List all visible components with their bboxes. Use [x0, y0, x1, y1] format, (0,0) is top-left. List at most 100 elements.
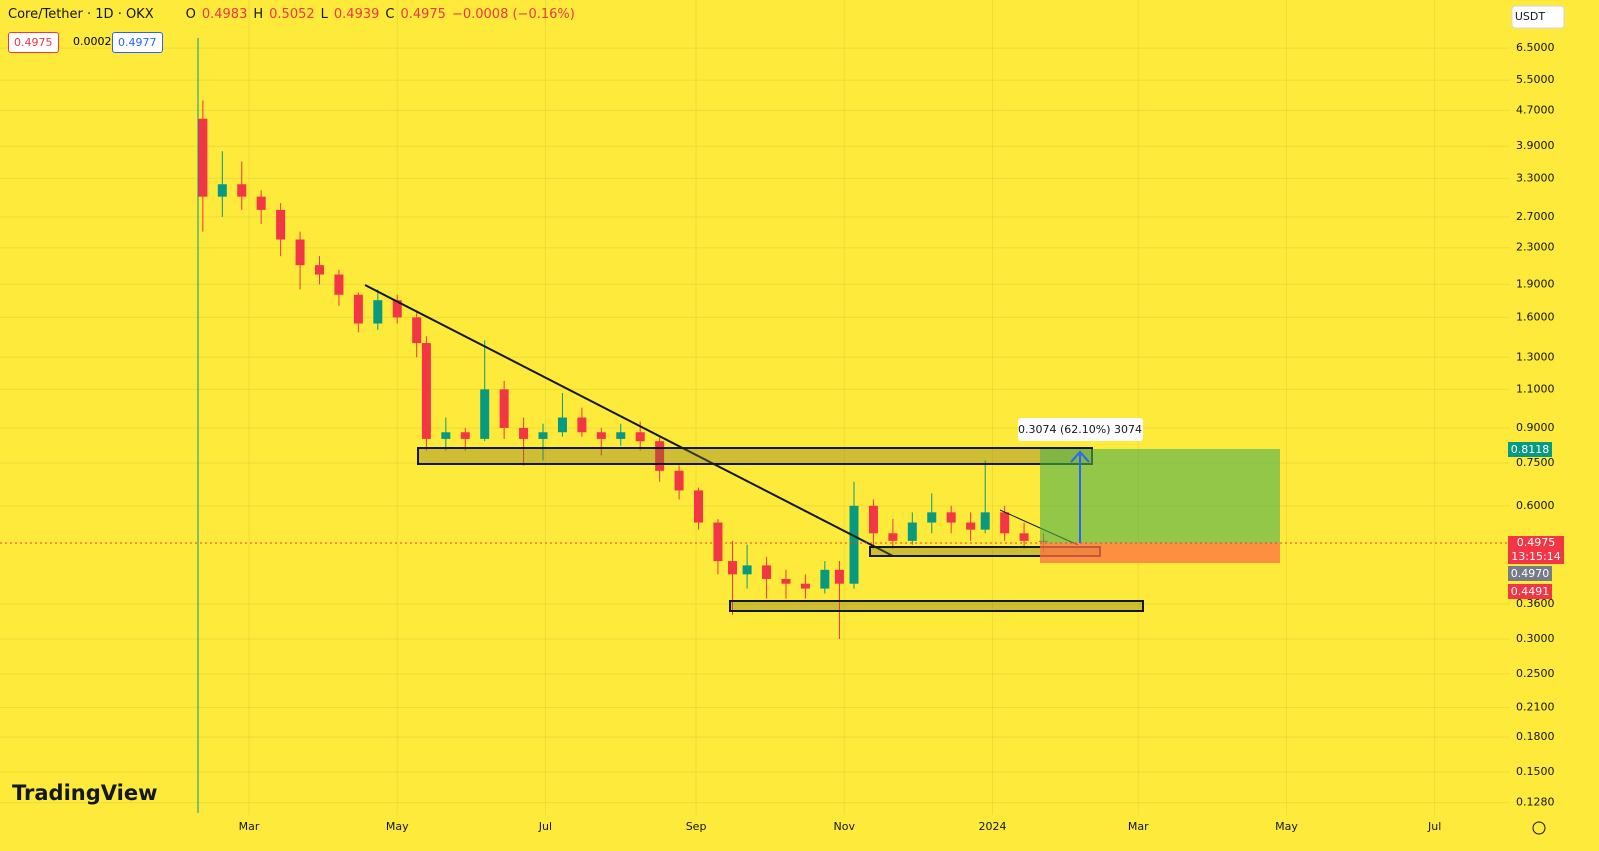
l-val: 0.4939 [333, 7, 380, 22]
y-tick-label: 0.2500 [1516, 667, 1555, 680]
candle-body [499, 389, 509, 428]
symbol: Core/Tether · 1D · OKX [8, 7, 154, 22]
tag-entry-text: 0.4970 [1511, 567, 1550, 580]
candle-body [557, 417, 567, 433]
x-tick-label: Nov [834, 820, 856, 833]
candle-body [728, 561, 738, 575]
y-tick-label: 1.9000 [1516, 277, 1555, 290]
l-key: L [320, 7, 328, 22]
arrow-head [1070, 450, 1090, 463]
candle-body [616, 432, 626, 439]
currency-button[interactable] [1511, 5, 1565, 29]
candle-body [373, 300, 383, 324]
tag-entry [1508, 566, 1552, 581]
candle-body [198, 118, 208, 197]
candle-body [412, 317, 422, 344]
candle-body [635, 432, 645, 442]
h-key: H [253, 7, 264, 22]
candle-body [762, 565, 772, 579]
candle-body [907, 522, 917, 541]
candles [198, 100, 1049, 639]
candle-body [820, 569, 830, 589]
x-tick-label: 2024 [978, 820, 1006, 833]
candle-body [441, 432, 451, 439]
candle-body [694, 490, 704, 523]
y-tick-label: 0.3000 [1516, 632, 1555, 645]
trend-line [364, 284, 894, 557]
candle-body [256, 196, 266, 210]
o-val: 0.4983 [201, 7, 248, 22]
candle-body [888, 533, 898, 541]
tag-target [1508, 442, 1552, 457]
buy-price[interactable]: 0.4977 [112, 32, 163, 53]
candle-body [596, 432, 606, 439]
change: −0.0008 (−0.16%) [451, 7, 575, 22]
candle-body [946, 512, 956, 523]
x-tick-label: May [1275, 820, 1298, 833]
long-stop [1040, 543, 1280, 563]
grid [0, 0, 1510, 815]
y-tick-label: 0.1500 [1516, 765, 1555, 778]
y-tick-label: 0.3600 [1516, 597, 1555, 610]
tag-countdown: 13:15:14 [1511, 550, 1560, 563]
x-tick-label: Mar [239, 820, 260, 833]
candle-body [314, 265, 324, 275]
zone-resistance [417, 447, 1093, 465]
candle-body [295, 239, 305, 266]
spread: 0.0002 [73, 35, 112, 48]
candle-body [1000, 512, 1010, 534]
x-tick-label: Sep [686, 820, 707, 833]
y-tick-label: 0.1280 [1516, 796, 1555, 809]
candle-body [781, 578, 791, 584]
y-tick-label: 5.5000 [1516, 73, 1555, 86]
h-val: 0.5052 [269, 7, 315, 22]
long-target [1040, 449, 1280, 543]
candle-body [480, 389, 490, 439]
currency[interactable]: USDT [1515, 10, 1546, 23]
candle-body [237, 184, 247, 197]
c-key: C [385, 7, 395, 22]
candle-body [966, 522, 976, 530]
candle-body [742, 565, 752, 575]
candle-body [927, 512, 937, 523]
candle-body [1019, 533, 1029, 541]
y-tick-label: 0.6000 [1516, 499, 1555, 512]
x-tick-label: Mar [1128, 820, 1149, 833]
tag-target-text: 0.8118 [1511, 443, 1550, 456]
candle-body [655, 441, 665, 471]
measure-label: 0.3074 (62.10%) 3074 [1018, 423, 1142, 436]
candle-body [834, 569, 844, 584]
y-tick-label: 1.6000 [1516, 310, 1555, 323]
sell-price[interactable]: 0.4975 [8, 32, 59, 53]
y-tick-label: 3.3000 [1516, 171, 1555, 184]
candle-body [538, 432, 548, 439]
y-tick-label: 1.3000 [1516, 350, 1555, 363]
tag-last-text: 0.4975 [1517, 536, 1556, 549]
x-tick-label: Jul [538, 820, 552, 833]
logo: TradingView [12, 781, 157, 805]
candle-body [980, 512, 990, 530]
candle-body [421, 343, 431, 439]
y-tick-label: 0.2100 [1516, 700, 1555, 713]
candle-body [519, 427, 529, 439]
o-key: O [185, 7, 196, 22]
settings-icon[interactable] [1532, 821, 1546, 835]
candle-body [849, 505, 859, 584]
tag-stop-text: 0.4491 [1511, 585, 1550, 598]
candle-body [868, 505, 878, 534]
zone-bottom [729, 600, 1144, 612]
candle-body [800, 583, 810, 589]
measure-box [1018, 418, 1143, 441]
y-tick-label: 1.1000 [1516, 382, 1555, 395]
y-tick-label: 2.3000 [1516, 241, 1555, 254]
tag-last [1508, 536, 1564, 564]
y-tick-label: 0.7500 [1516, 456, 1555, 469]
c-val: 0.4975 [400, 7, 446, 22]
y-tick-label: 6.5000 [1516, 41, 1555, 54]
x-tick-label: Jul [1427, 820, 1441, 833]
candle-body [334, 274, 344, 295]
tag-stop [1508, 584, 1552, 599]
y-tick-label: 2.7000 [1516, 210, 1555, 223]
x-tick-label: May [386, 820, 409, 833]
